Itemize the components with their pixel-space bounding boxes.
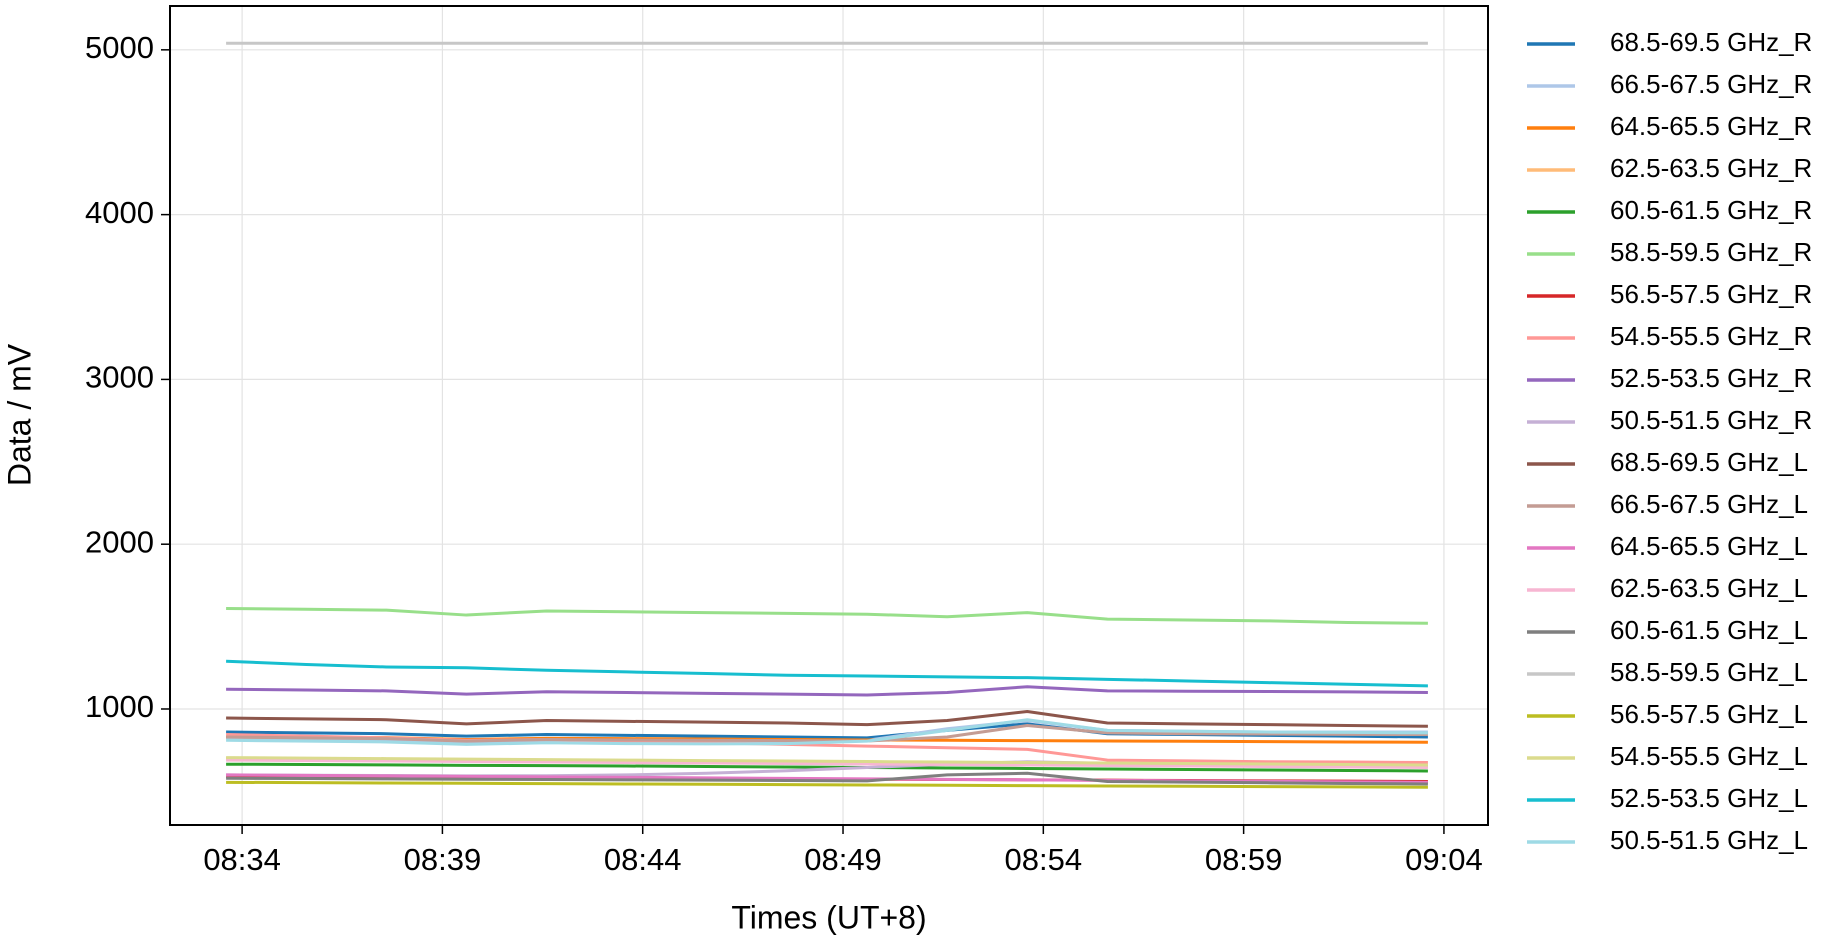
legend-label: 60.5-61.5 GHz_L [1610, 615, 1808, 645]
y-tick-label: 1000 [85, 689, 154, 724]
legend-label: 50.5-51.5 GHz_L [1610, 825, 1808, 855]
x-tick-label: 08:39 [404, 842, 482, 877]
legend-label: 50.5-51.5 GHz_R [1610, 405, 1812, 435]
legend-label: 68.5-69.5 GHz_R [1610, 27, 1812, 57]
legend-label: 56.5-57.5 GHz_R [1610, 279, 1812, 309]
y-tick-label: 3000 [85, 360, 154, 395]
legend-label: 62.5-63.5 GHz_R [1610, 153, 1812, 183]
series-line [226, 771, 1428, 786]
legend-label: 52.5-53.5 GHz_R [1610, 363, 1812, 393]
legend-label: 62.5-63.5 GHz_L [1610, 573, 1808, 603]
series-line [226, 780, 1428, 789]
series-line [226, 709, 1428, 728]
legend-label: 58.5-59.5 GHz_R [1610, 237, 1812, 267]
x-tick-label: 08:34 [203, 842, 281, 877]
series-line [226, 718, 1428, 746]
legend-label: 66.5-67.5 GHz_L [1610, 489, 1808, 519]
legend-label: 58.5-59.5 GHz_L [1610, 657, 1808, 687]
y-tick-label: 5000 [85, 30, 154, 65]
legend-label: 64.5-65.5 GHz_R [1610, 111, 1812, 141]
legend-label: 68.5-69.5 GHz_L [1610, 447, 1808, 477]
x-tick-label: 09:04 [1405, 842, 1483, 877]
legend-label: 66.5-67.5 GHz_R [1610, 69, 1812, 99]
x-tick-label: 08:54 [1005, 842, 1083, 877]
series-line [226, 758, 1428, 769]
y-axis-title: Data / mV [1, 343, 37, 486]
legend-label: 56.5-57.5 GHz_L [1610, 699, 1808, 729]
series-line [226, 756, 1428, 767]
y-tick-label: 4000 [85, 195, 154, 230]
x-axis-title: Times (UT+8) [731, 899, 926, 935]
x-tick-label: 08:49 [804, 842, 882, 877]
series-line [226, 723, 1428, 743]
x-tick-label: 08:59 [1205, 842, 1283, 877]
y-tick-label: 2000 [85, 524, 154, 559]
legend-label: 54.5-55.5 GHz_R [1610, 321, 1812, 351]
series-line [226, 762, 1428, 773]
legend-label: 60.5-61.5 GHz_R [1610, 195, 1812, 225]
legend-label: 54.5-55.5 GHz_L [1610, 741, 1808, 771]
legend-label: 64.5-65.5 GHz_L [1610, 531, 1808, 561]
series-line [226, 606, 1428, 625]
x-tick-label: 08:44 [604, 842, 682, 877]
series-line [226, 659, 1428, 688]
plot-frame [169, 5, 1489, 826]
legend-label: 52.5-53.5 GHz_L [1610, 783, 1808, 813]
series-line [226, 685, 1428, 697]
